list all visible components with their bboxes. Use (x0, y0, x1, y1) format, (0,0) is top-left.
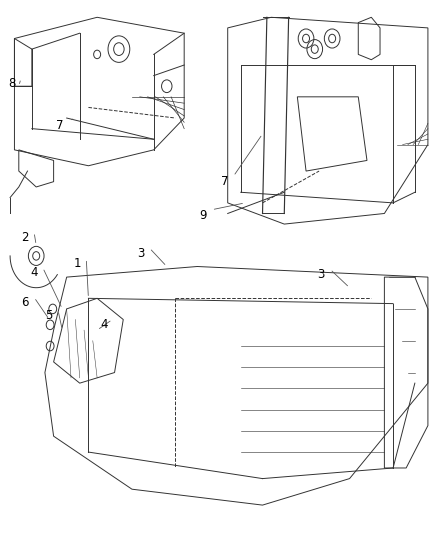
Text: 4: 4 (30, 266, 38, 279)
Text: 1: 1 (74, 257, 81, 270)
Text: 3: 3 (137, 247, 145, 260)
Text: 4: 4 (100, 318, 107, 332)
Text: 8: 8 (9, 77, 16, 90)
Text: 6: 6 (21, 296, 29, 309)
Text: 3: 3 (318, 268, 325, 281)
Text: 5: 5 (46, 309, 53, 322)
Text: 9: 9 (199, 208, 207, 222)
Text: 2: 2 (21, 231, 29, 244)
Text: 7: 7 (57, 119, 64, 133)
Text: 7: 7 (221, 175, 228, 188)
